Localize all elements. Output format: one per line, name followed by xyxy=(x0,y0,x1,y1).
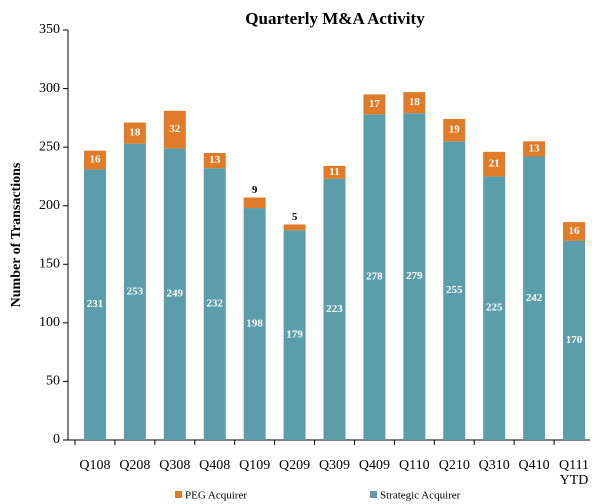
data-label: 21 xyxy=(489,158,500,170)
data-label: 9 xyxy=(252,184,258,196)
bar-segment xyxy=(123,143,146,440)
bar-segment xyxy=(83,150,106,170)
data-label: 232 xyxy=(206,298,223,310)
bar-segment xyxy=(363,114,386,440)
data-label: 19 xyxy=(449,124,461,136)
bar-segment xyxy=(163,148,186,441)
data-label: 225 xyxy=(486,302,503,314)
x-tick-label: Q109 xyxy=(239,458,271,473)
data-label: 16 xyxy=(89,154,101,166)
y-tick-label: 350 xyxy=(39,22,60,37)
y-tick-label: 250 xyxy=(39,139,60,154)
y-tick-label: 0 xyxy=(53,432,60,447)
y-tick-label: 200 xyxy=(39,198,60,213)
bar-segment xyxy=(403,92,426,114)
data-label: 179 xyxy=(286,329,303,341)
data-label: 249 xyxy=(167,288,184,300)
data-label: 170 xyxy=(566,334,583,346)
bar-segment xyxy=(243,197,266,209)
legend-swatch xyxy=(175,491,182,498)
bar-segment xyxy=(203,153,226,169)
bar-segment xyxy=(363,94,386,115)
bar-segment xyxy=(243,208,266,440)
data-label: 13 xyxy=(209,154,221,166)
bar-segment xyxy=(123,122,146,144)
data-label: 5 xyxy=(292,211,298,223)
x-tick-label: Q210 xyxy=(438,458,470,473)
x-tick-label: Q310 xyxy=(478,458,510,473)
y-tick-label: 150 xyxy=(39,257,60,272)
bar-segment xyxy=(323,165,346,179)
data-label: 13 xyxy=(529,142,541,154)
bar-segment xyxy=(483,176,506,440)
legend-label: Strategic Acquirer xyxy=(380,490,461,502)
bar-segment xyxy=(563,240,586,440)
bar-segment xyxy=(523,156,546,440)
x-tick-label: Q209 xyxy=(279,458,311,473)
chart-title: Quarterly M&A Activity xyxy=(245,9,425,28)
x-tick-label: Q108 xyxy=(79,458,111,473)
x-tick-label: Q208 xyxy=(119,458,151,473)
data-label: 223 xyxy=(326,303,343,315)
y-tick-label: 300 xyxy=(39,81,60,96)
data-label: 18 xyxy=(129,127,141,139)
bar-segment xyxy=(443,119,466,142)
legend-swatch xyxy=(370,491,377,498)
bar-segment xyxy=(403,113,426,441)
y-tick-label: 50 xyxy=(46,374,60,389)
y-axis-label: Number of Transactions xyxy=(9,162,24,307)
bar-segment xyxy=(523,141,546,157)
bar-segment xyxy=(83,169,106,440)
bar-segment xyxy=(323,178,346,440)
data-label: 253 xyxy=(127,285,144,297)
data-label: 278 xyxy=(366,271,383,283)
bar-segment xyxy=(283,230,306,440)
data-label: 198 xyxy=(246,318,263,330)
x-tick-label: Q308 xyxy=(159,458,191,473)
x-tick-label: Q408 xyxy=(199,458,231,473)
x-tick-label: Q410 xyxy=(518,458,550,473)
data-label: 255 xyxy=(446,284,463,296)
bar-segment xyxy=(483,151,506,177)
bar-segment xyxy=(443,141,466,441)
data-label: 11 xyxy=(329,166,339,178)
data-label: 242 xyxy=(526,292,543,304)
data-label: 18 xyxy=(409,96,421,108)
bar-segment xyxy=(163,110,186,149)
x-tick-label: Q409 xyxy=(358,458,390,473)
x-tick-label: Q309 xyxy=(318,458,351,473)
bar-segment xyxy=(563,222,586,241)
legend-label: PEG Acquirer xyxy=(185,490,247,502)
data-label: 231 xyxy=(87,298,104,310)
data-label: 17 xyxy=(369,98,381,110)
bar-segment xyxy=(203,168,226,440)
x-tick-label: Q110 xyxy=(399,458,430,473)
data-label: 32 xyxy=(169,123,181,135)
data-label: 16 xyxy=(569,225,581,237)
data-label: 279 xyxy=(406,270,423,282)
y-tick-label: 100 xyxy=(39,315,60,330)
x-tick-label: Q111 YTD xyxy=(558,458,590,488)
bar-segment xyxy=(283,224,306,231)
